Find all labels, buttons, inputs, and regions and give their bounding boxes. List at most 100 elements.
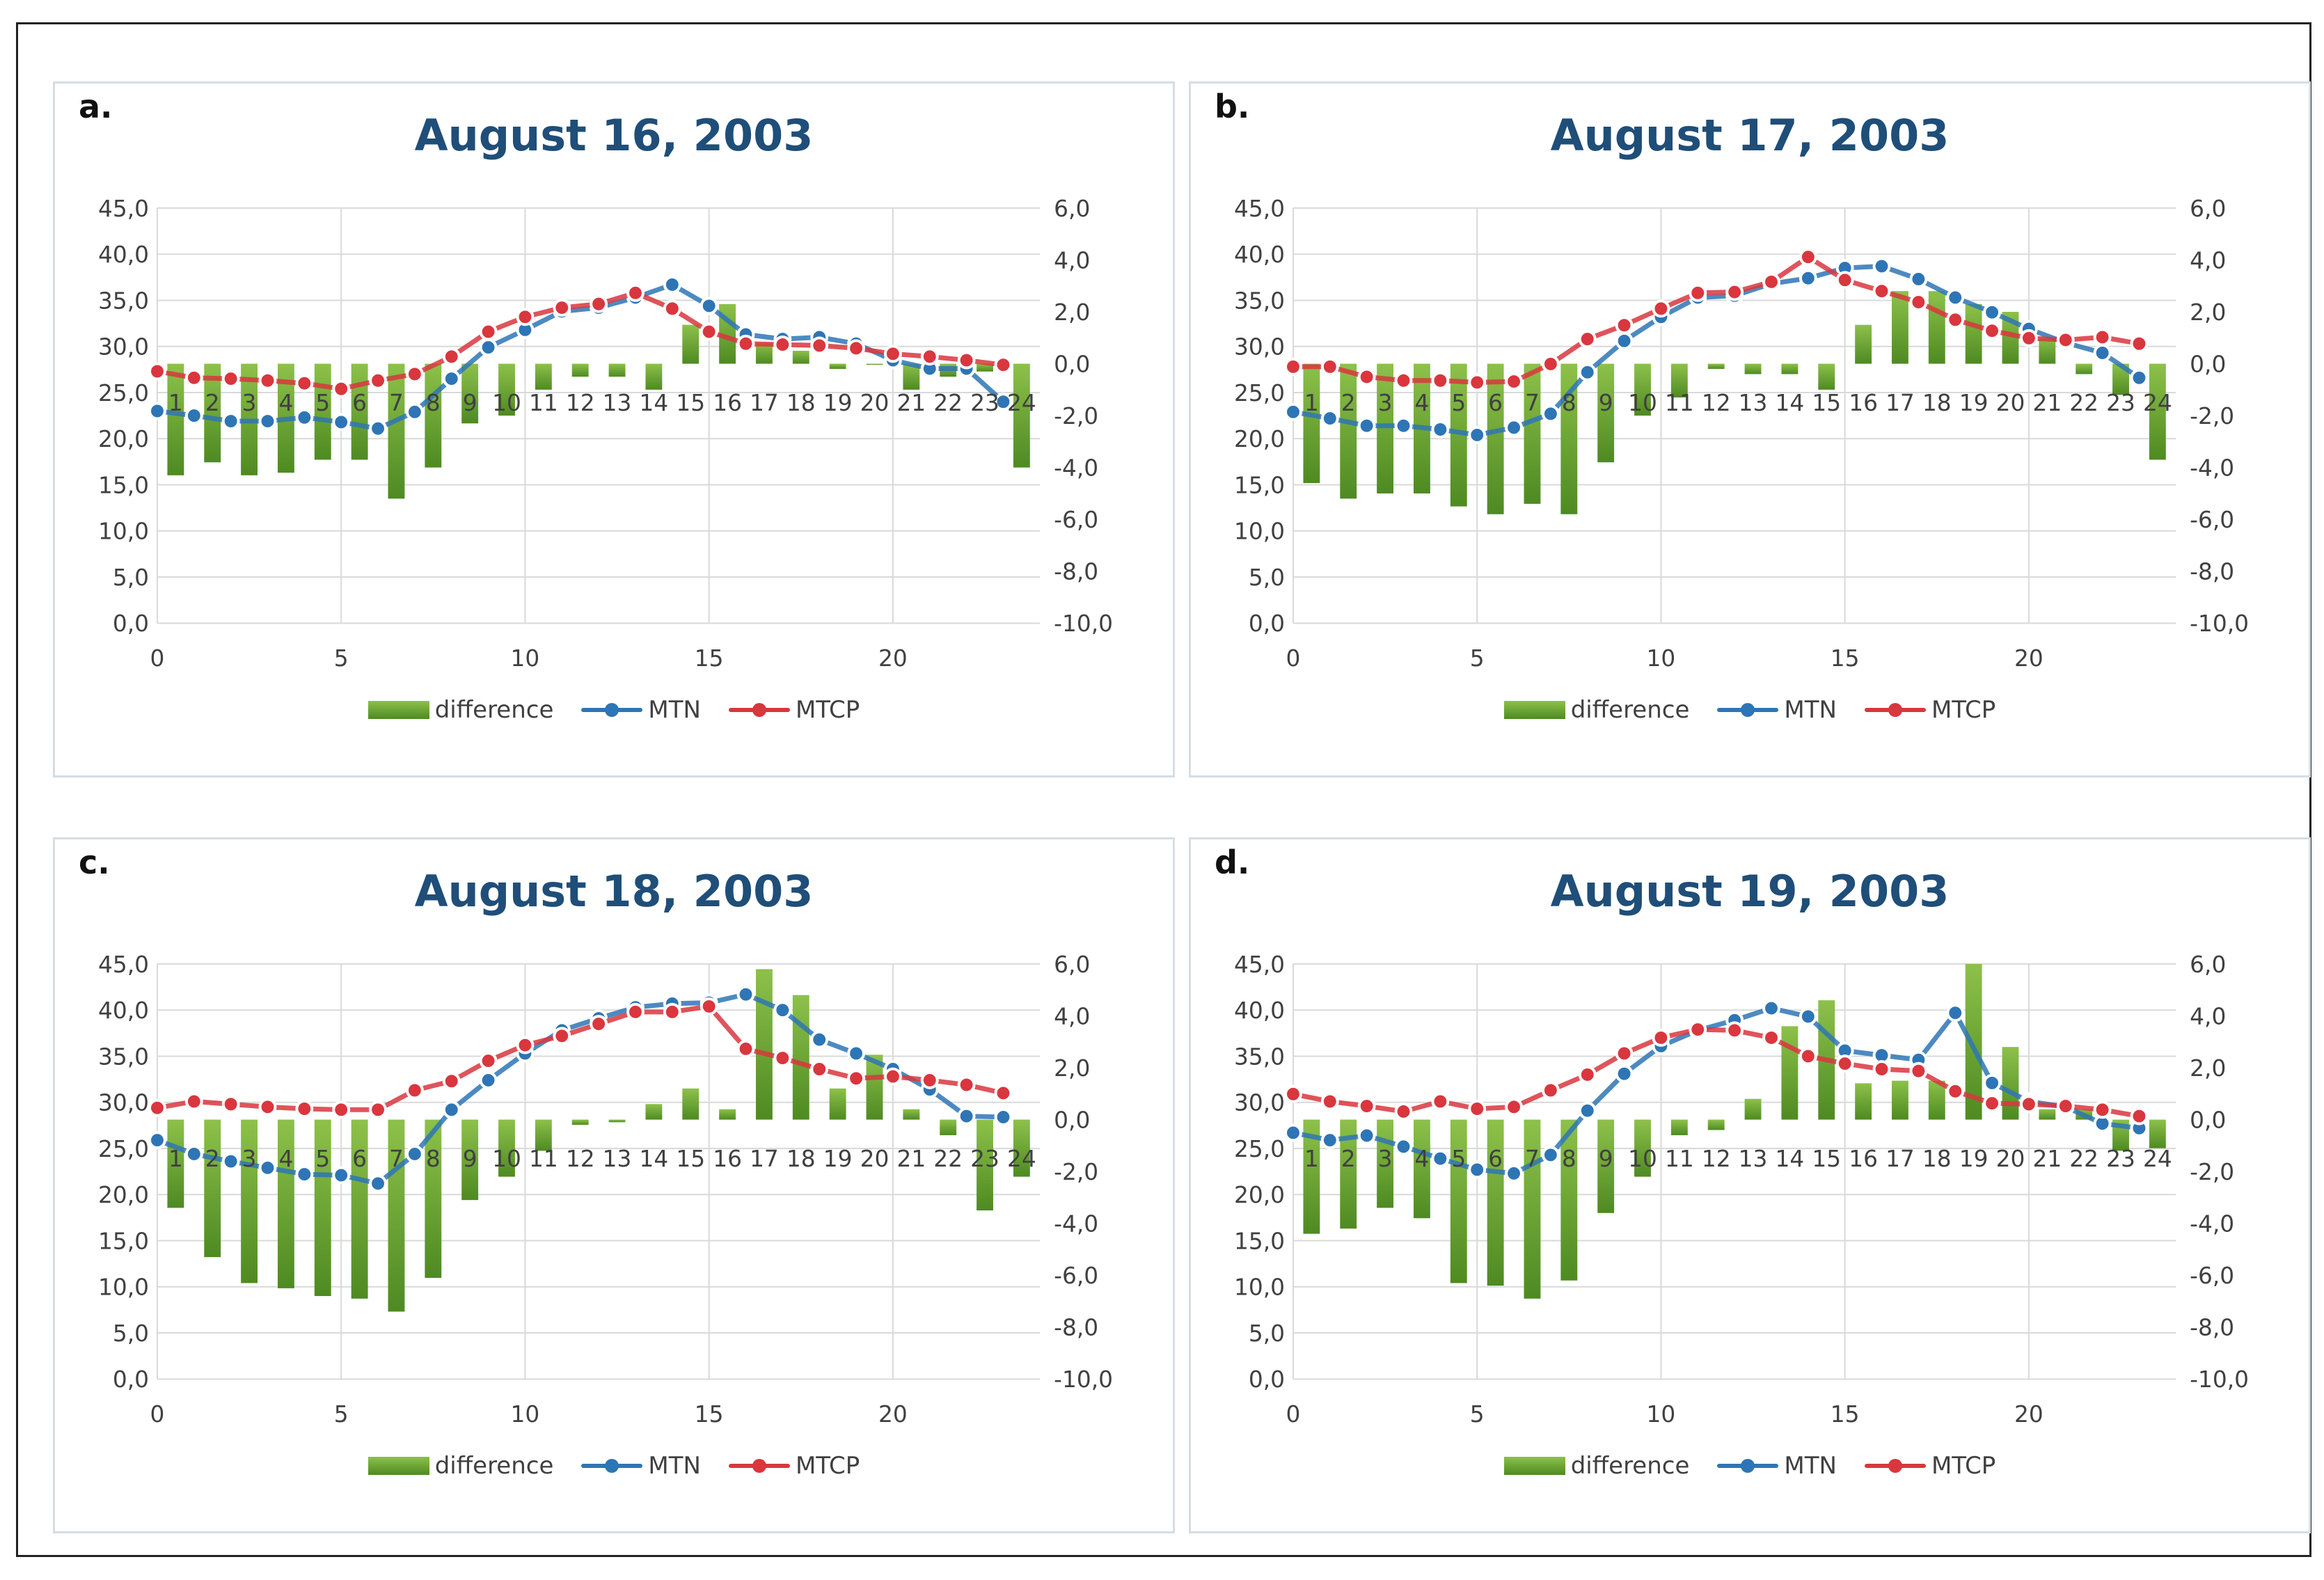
mtcp-point [332,1100,351,1119]
right-axis-tick-label: -2,0 [2190,403,2234,429]
category-label: 12 [566,390,595,416]
difference-bar [2112,363,2129,395]
difference-bar [756,342,773,364]
legend-swatch-line [581,1459,643,1473]
mtcp-point [1652,299,1670,318]
mtn-point [699,297,718,315]
difference-bar [204,363,221,463]
legend-item-mtcp: MTCP [1864,1452,1995,1480]
legend-label: MTCP [795,696,860,724]
category-label: 18 [786,1146,816,1172]
mtn-point [369,1174,387,1193]
right-axis-tick-label: 0,0 [1054,1107,1090,1133]
legend-swatch-bar [1503,701,1565,719]
mtn-point [258,412,277,430]
mtn-point [1284,402,1302,421]
left-axis-tick-label: 30,0 [1234,1090,1285,1116]
mtcp-point [2019,329,2038,347]
mtcp-point [553,1027,571,1045]
mtn-point [994,1108,1013,1126]
difference-bar [1303,363,1320,484]
category-label: 3 [242,1146,257,1172]
right-axis-tick-label: -6,0 [2190,507,2234,533]
category-label: 6 [1488,390,1503,416]
category-label: 6 [352,390,367,416]
category-label: 24 [1007,1146,1036,1172]
mtcp-point [148,362,166,381]
category-label: 15 [1812,1146,1841,1172]
difference-bar [351,1119,368,1299]
mtcp-point [479,322,498,341]
right-axis-tick-label: -8,0 [2190,559,2234,585]
difference-bar [608,363,626,377]
mtn-point [1505,1164,1523,1183]
mtcp-point [1578,1066,1597,1084]
mtcp-point [2056,331,2075,349]
category-label: 15 [676,1146,705,1172]
category-label: 1 [168,390,183,416]
mtcp-point [699,997,718,1016]
difference-bar [535,1119,552,1151]
left-axis-tick-label: 20,0 [98,1182,149,1208]
left-axis-tick-label: 15,0 [98,1228,149,1254]
difference-bar [204,1119,221,1258]
x-axis-tick-label: 20 [2014,645,2044,672]
legend-label: MTN [648,696,701,724]
left-axis-tick-label: 5,0 [113,564,149,591]
category-label: 16 [713,1146,742,1172]
category-label: 14 [640,390,669,416]
mtcp-point [479,1052,498,1071]
right-axis-tick-label: 0,0 [2190,1107,2226,1133]
category-label: 9 [1599,390,1613,416]
difference-bar [1744,1098,1762,1120]
mtcp-point [1394,371,1413,390]
mtn-point [1872,257,1891,276]
category-label: 11 [529,1146,558,1172]
mtcp-point [1946,1082,1965,1100]
mtcp-point [1284,1084,1302,1103]
mtcp-point [1652,1029,1670,1047]
legend-swatch-line [1717,703,1779,717]
category-label: 7 [389,390,404,416]
mtn-point [405,402,424,421]
right-axis-tick-label: -2,0 [1054,403,1098,429]
category-label: 4 [1414,1146,1429,1172]
category-label: 2 [1341,390,1356,416]
legend-item-mtcp: MTCP [728,1452,860,1480]
left-axis-tick-label: 45,0 [98,951,149,978]
x-axis-tick-label: 5 [334,1401,349,1428]
category-label: 16 [1849,390,1878,416]
category-label: 18 [786,390,816,416]
mtcp-point [1946,310,1965,329]
category-label: 5 [1451,390,1466,416]
category-label: 19 [1959,390,1989,416]
right-axis-tick-label: 6,0 [2190,951,2226,978]
category-label: 7 [1525,1146,1540,1172]
left-axis-tick-label: 20,0 [1234,426,1285,452]
difference-bar [1892,291,1908,364]
mtn-point [1431,1149,1450,1168]
difference-bar [571,1119,589,1125]
difference-bar [829,363,846,370]
left-axis-tick-label: 15,0 [1234,1228,1285,1254]
mtcp-point [2019,1095,2038,1114]
left-axis-tick-label: 35,0 [1234,287,1285,314]
right-axis-tick-label: 6,0 [1054,196,1090,222]
mtn-point [332,1166,351,1185]
difference-bar [903,363,920,390]
difference-bar [1855,324,1872,364]
right-axis-tick-label: 0,0 [1054,351,1090,377]
category-label: 23 [970,390,999,416]
mtcp-point [1541,354,1560,373]
mtcp-point [516,1036,535,1054]
left-axis-tick-label: 10,0 [98,519,149,545]
difference-bar [977,363,993,372]
mtn-point [295,1165,314,1184]
x-axis-tick-label: 15 [1831,645,1860,672]
left-axis-tick-label: 5,0 [1249,564,1285,591]
mtcp-point [699,322,718,341]
mtcp-point [405,1081,424,1100]
mtcp-point [295,1100,314,1118]
mtn-point [148,1131,166,1149]
mtcp-point [1615,1044,1634,1063]
